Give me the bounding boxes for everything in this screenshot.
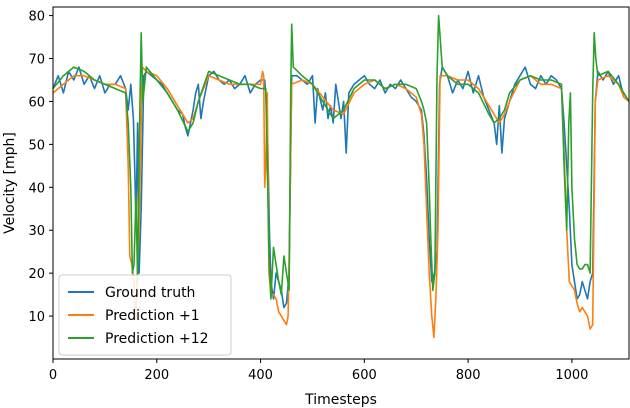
plot-frame bbox=[52, 6, 630, 360]
x-tick-label: 1000 bbox=[555, 368, 588, 383]
x-axis: 0 200 400 600 800 1000 bbox=[49, 359, 588, 383]
y-tick-label: 30 bbox=[28, 224, 45, 239]
y-tick-label: 40 bbox=[28, 181, 45, 196]
x-tick-label: 400 bbox=[248, 368, 273, 383]
x-tick-label: 200 bbox=[144, 368, 169, 383]
y-tick-label: 50 bbox=[28, 138, 45, 153]
legend: Ground truth Prediction +1 Prediction +12 bbox=[58, 274, 232, 356]
legend-label: Ground truth bbox=[105, 285, 195, 301]
y-axis-label: Velocity [mph] bbox=[2, 132, 18, 234]
y-axis: 10 20 30 40 50 60 70 80 bbox=[28, 10, 53, 325]
y-tick-label: 20 bbox=[28, 267, 45, 282]
series-layer bbox=[53, 14, 629, 339]
series-line-3 bbox=[53, 14, 629, 300]
x-tick-label: 600 bbox=[352, 368, 377, 383]
y-tick-label: 60 bbox=[28, 95, 45, 110]
x-axis-label: Timesteps bbox=[304, 392, 377, 408]
legend-label: Prediction +1 bbox=[105, 308, 200, 324]
x-tick-label: 0 bbox=[49, 368, 57, 383]
y-tick-label: 80 bbox=[28, 10, 45, 25]
y-tick-label: 10 bbox=[28, 310, 45, 325]
y-tick-label: 70 bbox=[28, 53, 45, 68]
x-tick-label: 800 bbox=[456, 368, 481, 383]
legend-box bbox=[58, 274, 232, 356]
legend-label: Prediction +12 bbox=[105, 331, 209, 347]
